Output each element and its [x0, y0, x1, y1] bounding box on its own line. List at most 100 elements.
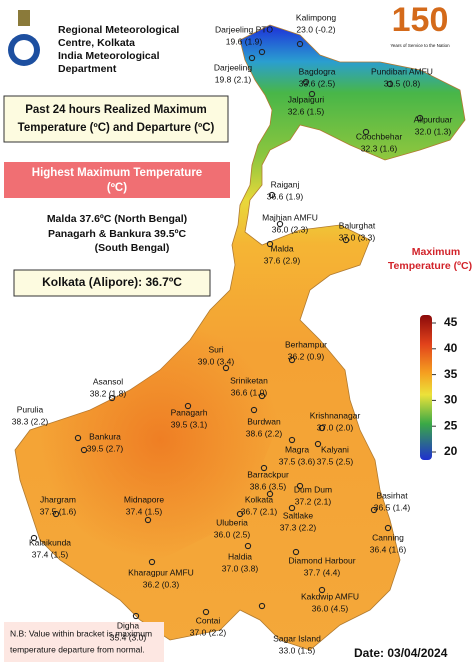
station-name: Jhargram: [40, 494, 76, 504]
station-reading: 38.2 (1.8): [90, 388, 127, 398]
station-dot: [296, 40, 304, 48]
highest-line: Panagarh & Bankura 39.5ºC: [48, 228, 186, 240]
station-dot: [250, 406, 258, 414]
highest-box: [4, 162, 230, 198]
station-name: Darjeeling PTO: [215, 24, 273, 34]
heat-overlay: [15, 310, 280, 560]
station-dot: [148, 558, 156, 566]
org-line: Centre, Kolkata: [58, 37, 135, 49]
station-name: Digha: [117, 620, 139, 630]
station-dot: [258, 602, 266, 610]
station-reading: 35.4 (3.0): [110, 632, 147, 642]
station-dot: [184, 402, 192, 410]
station-reading: 37.2 (2.1): [295, 496, 332, 506]
station-name: Kolkata: [245, 494, 274, 504]
station-reading: 39.0 (3.4): [198, 356, 235, 366]
station-reading: 36.2 (0.9): [288, 351, 325, 361]
station-name: Balurghat: [339, 220, 376, 230]
station-reading: 33.0 (1.5): [279, 645, 316, 655]
station-name: Midnapore: [124, 494, 164, 504]
station-dot: [276, 220, 284, 228]
station-dot: [314, 440, 322, 448]
station-name: Majhian AMFU: [262, 212, 318, 222]
station-dot: [342, 236, 350, 244]
station-dot: [308, 90, 316, 98]
station-dot: [260, 464, 268, 472]
highest-title: Highest Maximum Temperature: [32, 167, 202, 179]
station-dot: [258, 48, 266, 56]
station-dot: [132, 612, 140, 620]
station-reading: 37.0 (3.8): [222, 563, 259, 573]
org-line: Department: [58, 63, 117, 75]
station-reading: 37.5 (2.5): [317, 456, 354, 466]
station-dot: [268, 191, 276, 199]
station-name: Haldia: [228, 551, 252, 561]
station-name: Canning: [372, 532, 404, 542]
station-dot: [384, 524, 392, 532]
station-reading: 32.3 (1.6): [361, 143, 398, 153]
station-name: Darjeeling: [214, 62, 253, 72]
station-dot: [266, 240, 274, 248]
highest-title: (ºC): [107, 182, 127, 194]
legend-tick-label: 35: [444, 367, 458, 381]
highest-line: Malda 37.6ºC (North Bengal): [47, 213, 187, 225]
station-reading: 37.4 (1.5): [32, 549, 69, 559]
station-reading: 37.4 (1.5): [126, 506, 163, 516]
logo-tagline: Years of Service to the Nation: [390, 43, 450, 48]
station-name: Alipurduar: [414, 114, 453, 124]
station-reading: 37.0 (3.3): [339, 232, 376, 242]
station-dot: [416, 114, 424, 122]
station-reading: 38.6 (2.2): [246, 428, 283, 438]
legend-tick-label: 30: [444, 393, 458, 407]
date: Date: 03/04/2024: [354, 646, 448, 660]
station-dot: [202, 608, 210, 616]
footnote: temperature departure from normal.: [10, 644, 145, 654]
station-name: Jalpaiguri: [288, 94, 324, 104]
station-reading: 31.5 (0.8): [384, 78, 421, 88]
station-dot: [318, 586, 326, 594]
station-name: Asansol: [93, 376, 123, 386]
station-dot: [52, 510, 60, 518]
station-dot: [288, 436, 296, 444]
panel-title: Past 24 hours Realized Maximum: [25, 104, 207, 116]
station-name: Purulia: [17, 404, 44, 414]
station-name: Kalimpong: [296, 12, 336, 22]
station-name: Kalaikunda: [29, 537, 71, 547]
station-name: Contai: [196, 615, 221, 625]
title-box: [3, 95, 229, 143]
station-dot: [258, 392, 266, 400]
station-reading: 37.0 (2.2): [190, 627, 227, 637]
station-reading: 37.6 (2.9): [264, 255, 301, 265]
logo-number: 150: [392, 1, 449, 39]
station-reading: 36.0 (2.3): [272, 224, 309, 234]
station-name: Uluberia: [216, 517, 248, 527]
station-dot: [266, 490, 274, 498]
station-reading: 19.6 (1.9): [226, 36, 263, 46]
station-reading: 37.5 (3.6): [279, 456, 316, 466]
station-reading: 37.7 (4.4): [304, 567, 341, 577]
imd-emblem: [8, 10, 40, 66]
station-reading: 36.2 (0.3): [143, 579, 180, 589]
station-reading: 38.6 (3.5): [250, 481, 287, 491]
legend-tick-label: 40: [444, 341, 458, 355]
station-name: Kalyani: [321, 444, 349, 454]
station-reading: 36.6 (1.9): [267, 191, 304, 201]
station-reading: 37.3 (2.2): [280, 522, 317, 532]
legend-title: Temperature (ºC): [388, 260, 472, 272]
station-dot: [144, 516, 152, 524]
station-dot: [302, 78, 310, 86]
highest-line: (South Bengal): [95, 242, 170, 254]
station-name: Saltlake: [283, 510, 314, 520]
station-reading: 39.5 (3.1): [171, 419, 208, 429]
station-reading: 32.6 (1.5): [288, 106, 325, 116]
station-reading: 36.6 (1.0): [231, 387, 268, 397]
legend-tick-label: 25: [444, 418, 458, 432]
station-name: Kakdwip AMFU: [301, 591, 359, 601]
station-name: Barrackpur: [247, 469, 289, 479]
station-name: Kharagpur AMFU: [128, 567, 194, 577]
note-box: [4, 622, 164, 662]
station-dot: [362, 128, 370, 136]
station-dot: [318, 424, 326, 432]
station-name: Sriniketan: [230, 375, 268, 385]
